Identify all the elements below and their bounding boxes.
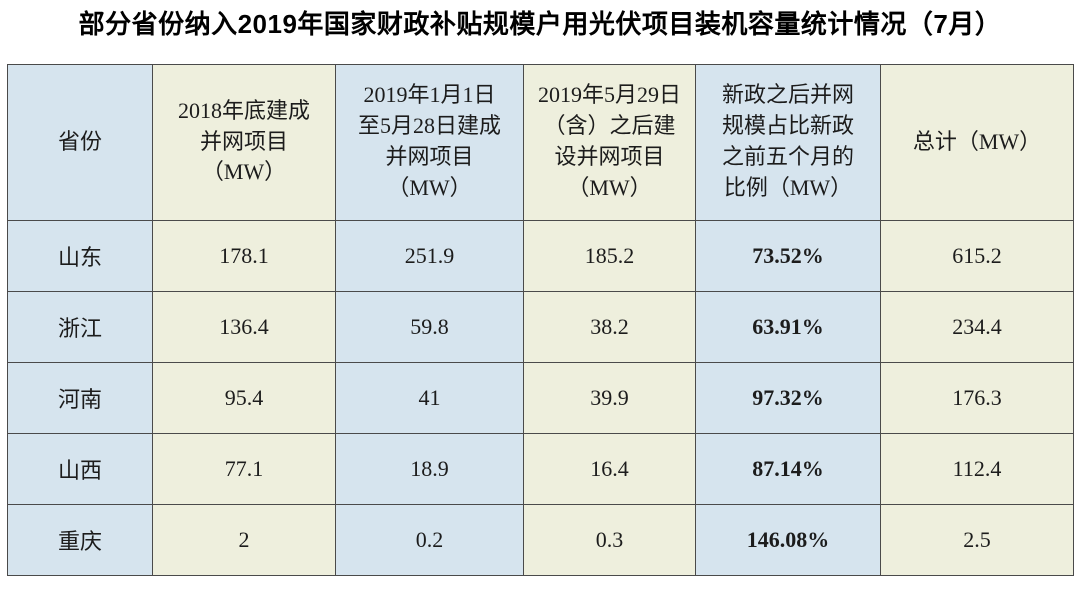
total-cell: 2.5 [880,503,1074,576]
province-cell: 山西 [7,432,153,505]
value-cell: 178.1 [152,219,336,292]
capacity-table: 省份 2018年底建成 并网项目 （MW） 2019年1月1日 至5月28日建成… [7,63,1074,576]
header-province: 省份 [7,63,153,221]
value-cell: 39.9 [523,361,696,434]
province-cell: 河南 [7,361,153,434]
header-row: 省份 2018年底建成 并网项目 （MW） 2019年1月1日 至5月28日建成… [7,63,1074,221]
header-new-policy-ratio: 新政之后并网 规模占比新政 之前五个月的 比例（MW） [695,63,881,221]
total-cell: 234.4 [880,290,1074,363]
ratio-cell: 73.52% [695,219,881,292]
header-built-by-2018: 2018年底建成 并网项目 （MW） [152,63,336,221]
ratio-cell: 87.14% [695,432,881,505]
header-after-may29: 2019年5月29日 （含）之后建 设并网项目 （MW） [523,63,696,221]
province-cell: 重庆 [7,503,153,576]
value-cell: 16.4 [523,432,696,505]
value-cell: 38.2 [523,290,696,363]
ratio-cell: 146.08% [695,503,881,576]
header-total: 总计（MW） [880,63,1074,221]
table-row-shandong: 山东 178.1 251.9 185.2 73.52% 615.2 [7,219,1074,292]
province-cell: 浙江 [7,290,153,363]
value-cell: 0.3 [523,503,696,576]
total-cell: 176.3 [880,361,1074,434]
value-cell: 185.2 [523,219,696,292]
table-row-zhejiang: 浙江 136.4 59.8 38.2 63.91% 234.4 [7,290,1074,363]
table-row-henan: 河南 95.4 41 39.9 97.32% 176.3 [7,361,1074,434]
value-cell: 95.4 [152,361,336,434]
province-cell: 山东 [7,219,153,292]
total-cell: 615.2 [880,219,1074,292]
value-cell: 136.4 [152,290,336,363]
ratio-cell: 63.91% [695,290,881,363]
value-cell: 59.8 [335,290,524,363]
value-cell: 18.9 [335,432,524,505]
ratio-cell: 97.32% [695,361,881,434]
value-cell: 77.1 [152,432,336,505]
table-row-shanxi: 山西 77.1 18.9 16.4 87.14% 112.4 [7,432,1074,505]
value-cell: 2 [152,503,336,576]
value-cell: 41 [335,361,524,434]
table-row-chongqing: 重庆 2 0.2 0.3 146.08% 2.5 [7,503,1074,576]
value-cell: 0.2 [335,503,524,576]
total-cell: 112.4 [880,432,1074,505]
header-jan1-to-may28: 2019年1月1日 至5月28日建成 并网项目 （MW） [335,63,524,221]
value-cell: 251.9 [335,219,524,292]
page-title: 部分省份纳入2019年国家财政补贴规模户用光伏项目装机容量统计情况（7月） [78,9,1002,39]
